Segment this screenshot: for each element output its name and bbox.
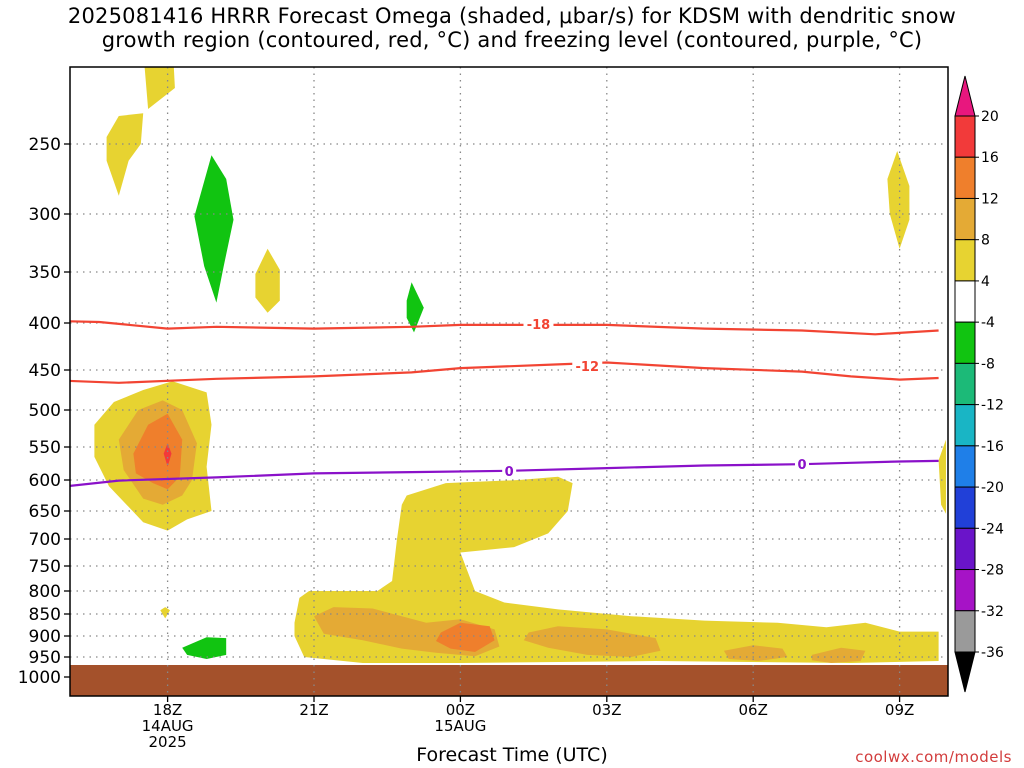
contour-line--18 bbox=[70, 320, 939, 336]
colorbar-box bbox=[954, 280, 976, 323]
y-tick-label: 750 bbox=[29, 557, 61, 577]
contour-label: 0 bbox=[797, 458, 806, 473]
contour-label-bg bbox=[502, 462, 517, 478]
y-tick-label: 1000 bbox=[18, 668, 61, 688]
x-tick-label: 00Z bbox=[446, 701, 475, 719]
colorbar-bottom-arrow bbox=[954, 651, 976, 693]
colorbar-box bbox=[954, 486, 976, 529]
colorbar-label: 16 bbox=[981, 150, 999, 166]
colorbar-box bbox=[954, 156, 976, 199]
colorbar-box bbox=[954, 239, 976, 282]
colorbar-label: 12 bbox=[981, 191, 999, 207]
colorbar-box bbox=[954, 404, 976, 447]
colorbar-box bbox=[954, 569, 976, 612]
omega-region--8 bbox=[182, 637, 227, 659]
y-tick-label: 450 bbox=[29, 361, 61, 381]
x-tick-label: 21Z bbox=[299, 701, 328, 719]
y-tick-label: 850 bbox=[29, 605, 61, 625]
contour-label: -18 bbox=[527, 318, 551, 333]
colorbar-label: -24 bbox=[981, 521, 1004, 537]
colorbar-box bbox=[954, 610, 976, 653]
colorbar-label: -28 bbox=[981, 563, 1004, 579]
omega-region-8 bbox=[811, 647, 866, 663]
ground-shading bbox=[70, 665, 948, 696]
colorbar-label: -20 bbox=[981, 480, 1004, 496]
omega-region-16 bbox=[163, 443, 172, 467]
colorbar-label: -32 bbox=[981, 604, 1004, 620]
colorbar-label: 20 bbox=[981, 109, 999, 125]
contour-label-bg bbox=[572, 358, 603, 374]
contour-line--12 bbox=[70, 361, 939, 384]
colorbar-box bbox=[954, 197, 976, 241]
contour-label: -12 bbox=[576, 360, 600, 375]
omega-region-12 bbox=[436, 622, 495, 652]
colorbar-label: -12 bbox=[981, 398, 1004, 414]
plot-area: -18 -12 0 0 bbox=[70, 67, 948, 696]
contour-label: 0 bbox=[505, 465, 514, 480]
x-tick-label: 2025 bbox=[149, 733, 187, 751]
colorbar-label: 4 bbox=[981, 274, 990, 290]
colorbar-label: -8 bbox=[981, 356, 995, 372]
colorbar-box bbox=[954, 115, 976, 158]
y-tick-label: 800 bbox=[29, 582, 61, 602]
y-tick-label: 550 bbox=[29, 438, 61, 458]
credit-link[interactable]: coolwx.com/models bbox=[855, 748, 1012, 766]
y-tick-label: 600 bbox=[29, 471, 61, 491]
colorbar-top-arrow bbox=[954, 75, 976, 117]
colorbar-label: -36 bbox=[981, 645, 1004, 661]
colorbar-box bbox=[954, 527, 976, 571]
contour-label-bg bbox=[795, 456, 809, 472]
colorbar-label: -16 bbox=[981, 439, 1004, 455]
colorbar-box bbox=[954, 362, 976, 406]
y-tick-label: 950 bbox=[29, 648, 61, 668]
y-tick-label: 900 bbox=[29, 627, 61, 647]
omega-region-4 bbox=[255, 248, 280, 313]
y-tick-label: 650 bbox=[29, 502, 61, 522]
colorbar-box bbox=[954, 321, 976, 364]
x-tick-label: 18Z bbox=[153, 701, 182, 719]
omega-region-4 bbox=[887, 151, 910, 249]
x-tick-label: 03Z bbox=[592, 701, 621, 719]
contour-label-bg bbox=[523, 315, 554, 331]
omega-region-4 bbox=[294, 476, 939, 663]
chart-title: 2025081416 HRRR Forecast Omega (shaded, … bbox=[0, 4, 1024, 52]
title-line-1: 2025081416 HRRR Forecast Omega (shaded, … bbox=[67, 4, 957, 28]
x-axis-label: Forecast Time (UTC) bbox=[416, 744, 608, 766]
x-tick-label: 06Z bbox=[739, 701, 768, 719]
colorbar-label: 8 bbox=[981, 233, 990, 249]
y-tick-label: 700 bbox=[29, 530, 61, 550]
colorbar-box bbox=[954, 445, 976, 488]
y-tick-label: 500 bbox=[29, 401, 61, 421]
omega-region-12 bbox=[133, 413, 183, 490]
x-tick-label: 15AUG bbox=[434, 717, 486, 735]
y-tick-label: 300 bbox=[29, 205, 61, 225]
omega-region-4 bbox=[144, 67, 175, 109]
x-tick-label: 14AUG bbox=[142, 717, 194, 735]
x-tick-label: 09Z bbox=[885, 701, 914, 719]
plot-frame bbox=[69, 66, 949, 697]
omega-region--8 bbox=[406, 282, 424, 333]
contour-line-0 bbox=[70, 459, 939, 487]
omega-region-4 bbox=[160, 607, 170, 619]
y-tick-label: 250 bbox=[29, 135, 61, 155]
omega-region-4 bbox=[938, 439, 946, 514]
y-tick-label: 350 bbox=[29, 263, 61, 283]
omega-region-4 bbox=[106, 113, 144, 196]
omega-region-8 bbox=[523, 626, 661, 657]
plot-background bbox=[70, 67, 948, 696]
colorbar-label: -4 bbox=[981, 315, 995, 331]
title-line-2: growth region (contoured, red, °C) and f… bbox=[101, 28, 923, 52]
y-tick-label: 400 bbox=[29, 314, 61, 334]
omega-region--8 bbox=[194, 155, 234, 303]
